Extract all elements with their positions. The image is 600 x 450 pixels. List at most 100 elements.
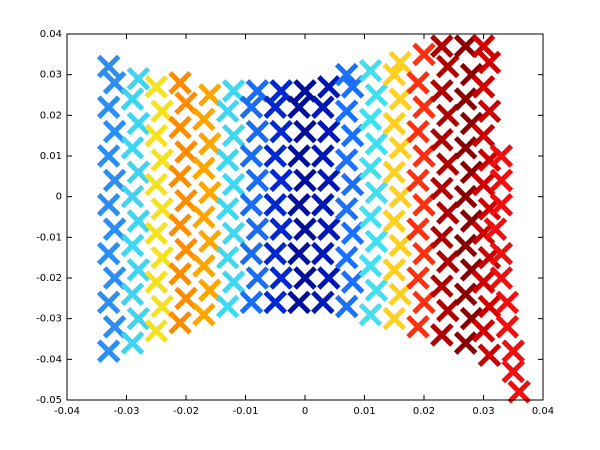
point	[245, 266, 270, 290]
point	[382, 62, 407, 87]
point	[311, 241, 335, 266]
point	[174, 188, 198, 213]
point	[120, 136, 145, 160]
point	[215, 245, 240, 270]
point	[340, 75, 365, 99]
y-tick-label: -0.05	[36, 395, 62, 406]
point	[192, 156, 216, 180]
point	[96, 290, 121, 315]
point	[388, 233, 412, 258]
point	[168, 115, 192, 140]
point	[120, 184, 145, 209]
point	[311, 95, 335, 119]
point	[287, 95, 311, 119]
point	[436, 298, 460, 323]
point	[358, 205, 383, 229]
point	[489, 193, 514, 217]
point	[269, 79, 293, 103]
point	[120, 282, 145, 307]
point	[144, 75, 169, 99]
point	[126, 111, 151, 136]
x-tick-label: -0.04	[54, 406, 80, 417]
point	[150, 99, 174, 124]
point	[406, 119, 430, 144]
point	[317, 266, 341, 290]
point	[96, 193, 121, 217]
point	[471, 270, 496, 294]
y-tick-label: 0.02	[40, 110, 62, 121]
plot-marks	[96, 34, 531, 404]
point	[150, 148, 174, 172]
point	[215, 99, 240, 124]
point	[198, 132, 222, 156]
point	[221, 123, 246, 148]
point	[150, 197, 174, 221]
y-tick-label: -0.02	[36, 273, 62, 284]
point	[436, 103, 460, 128]
point	[263, 144, 288, 168]
point	[382, 306, 407, 331]
point	[96, 95, 121, 119]
point	[453, 136, 478, 160]
point	[334, 99, 359, 124]
point	[269, 266, 293, 290]
point	[489, 241, 514, 266]
point	[471, 319, 496, 343]
point	[287, 193, 311, 217]
point	[388, 184, 412, 209]
point	[245, 217, 270, 241]
point	[340, 270, 365, 294]
x-tick-label: -0.02	[173, 406, 199, 417]
point	[102, 266, 127, 290]
point	[168, 262, 192, 286]
point	[174, 140, 198, 164]
point	[311, 144, 335, 168]
point	[489, 266, 514, 290]
point	[471, 34, 496, 58]
point	[317, 217, 341, 241]
x-tick-label: 0.04	[532, 406, 554, 417]
point	[144, 270, 169, 294]
point	[364, 180, 389, 205]
point	[174, 286, 198, 311]
point	[489, 144, 514, 168]
point	[471, 75, 496, 99]
point	[293, 217, 317, 241]
point	[215, 197, 240, 221]
point	[96, 241, 121, 266]
point	[239, 193, 264, 217]
point	[412, 193, 436, 217]
point	[126, 66, 151, 91]
point	[430, 79, 454, 103]
point	[102, 119, 127, 144]
point	[477, 99, 502, 124]
point	[317, 168, 341, 193]
point	[221, 79, 246, 103]
point	[358, 254, 383, 278]
point	[174, 91, 198, 115]
point	[406, 71, 430, 95]
point	[126, 306, 151, 331]
point	[340, 221, 365, 246]
point	[245, 119, 270, 144]
point	[144, 123, 169, 148]
x-tick-label: 0.03	[472, 406, 494, 417]
point	[406, 315, 430, 339]
point	[412, 241, 436, 266]
y-tick-label: 0.03	[40, 70, 62, 81]
point	[239, 290, 264, 315]
point	[495, 315, 520, 339]
point	[436, 249, 460, 274]
point	[412, 290, 436, 315]
point	[382, 258, 407, 282]
point	[287, 290, 311, 315]
point	[96, 339, 121, 363]
x-tick-label: 0	[302, 406, 308, 417]
point	[430, 323, 454, 347]
point	[174, 237, 198, 262]
point	[245, 168, 270, 193]
point	[168, 164, 192, 189]
point	[215, 294, 240, 319]
point	[334, 294, 359, 319]
